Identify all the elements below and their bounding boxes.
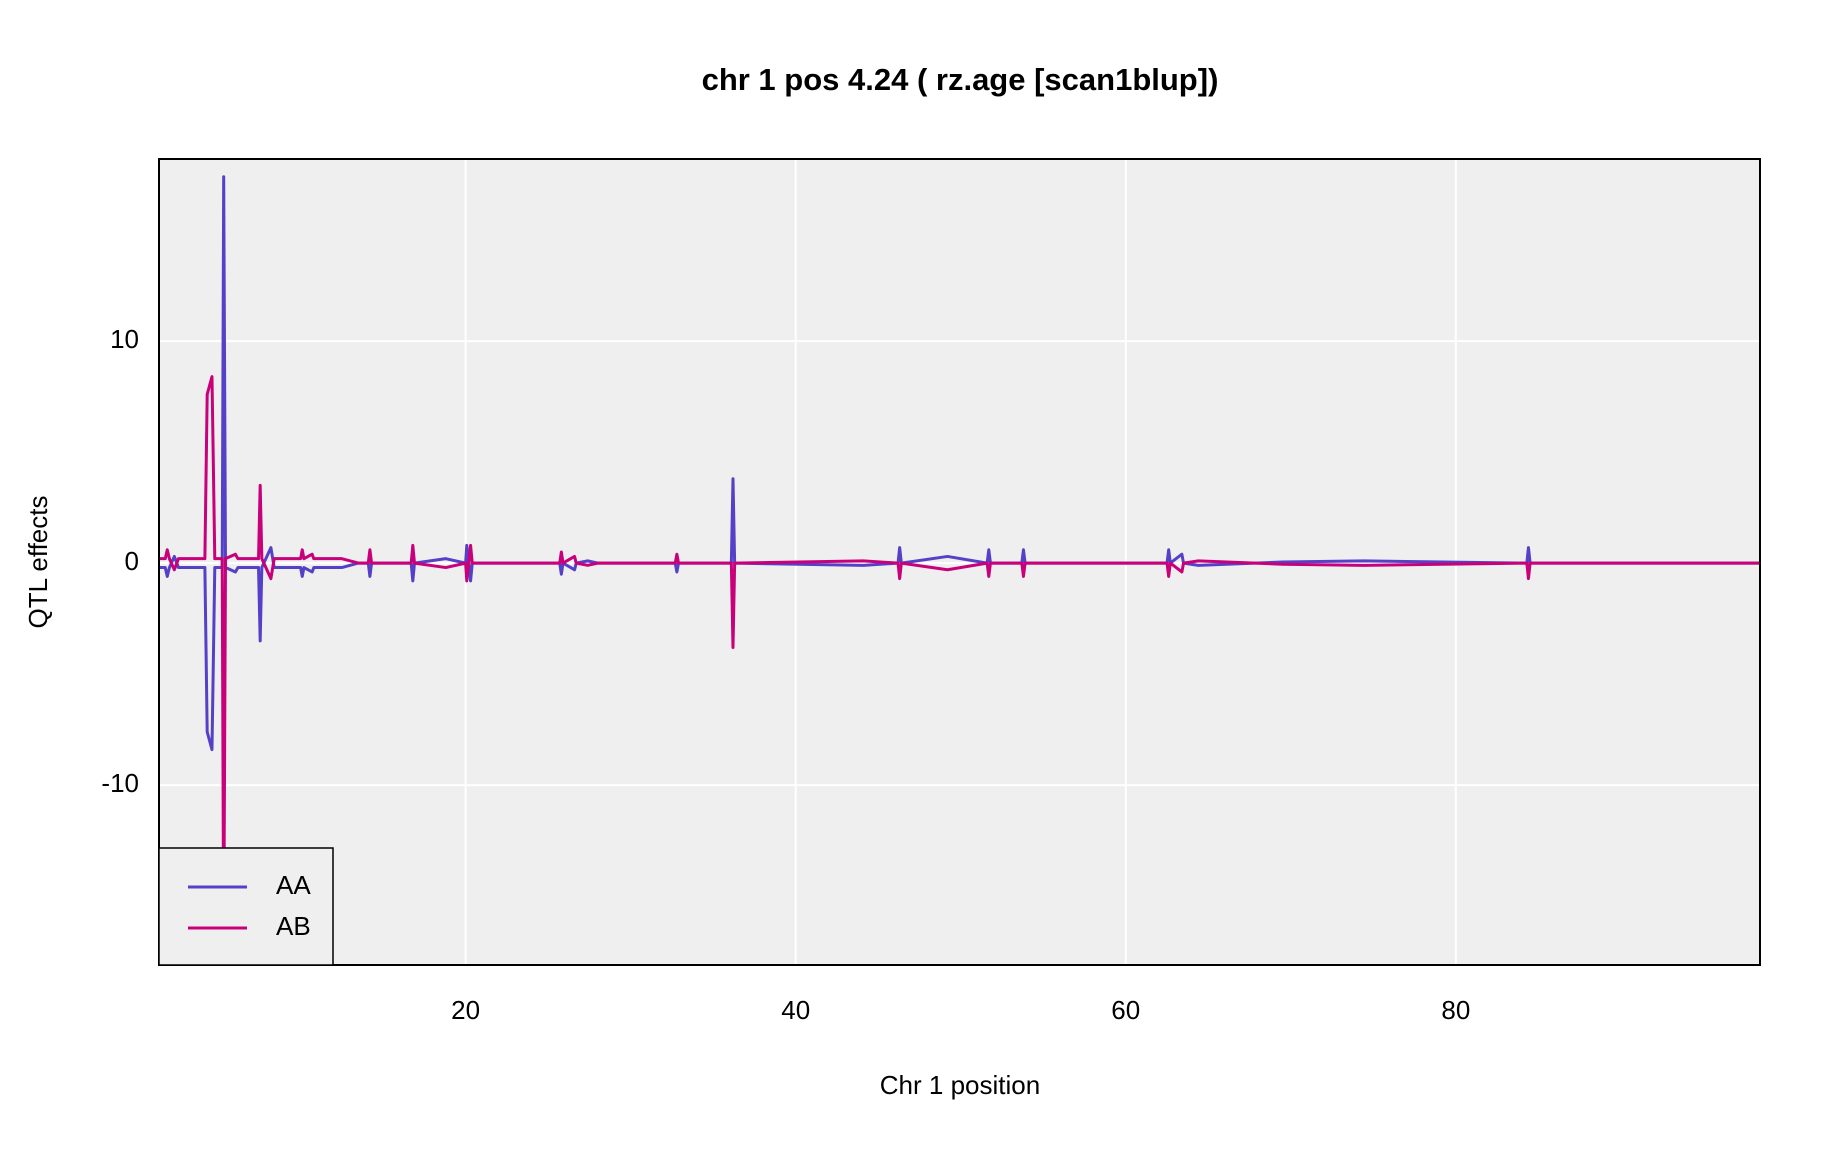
series-line xyxy=(159,375,1760,951)
plot-frame xyxy=(158,158,1761,966)
chart-title: chr 1 pos 4.24 ( rz.age [scan1blup]) xyxy=(702,62,1219,97)
y-tick-label: -10 xyxy=(101,768,139,798)
legend-label: AB xyxy=(276,911,311,941)
series-line xyxy=(159,175,1760,752)
legend: AA AB xyxy=(158,847,334,966)
y-tick-label: 0 xyxy=(125,546,139,576)
legend-label: AA xyxy=(276,870,311,900)
legend-box xyxy=(158,847,334,966)
x-tick-label: 40 xyxy=(781,995,810,1025)
x-tick-label: 60 xyxy=(1111,995,1140,1025)
lines xyxy=(159,175,1760,951)
x-axis-label: Chr 1 position xyxy=(880,1070,1040,1100)
x-tick-label: 80 xyxy=(1441,995,1470,1025)
x-tick-label: 20 xyxy=(451,995,480,1025)
y-axis-label: QTL effects xyxy=(23,496,53,629)
y-tick-label: 10 xyxy=(110,324,139,354)
ticks: 20 40 60 80 -10 0 10 xyxy=(101,324,1470,1025)
